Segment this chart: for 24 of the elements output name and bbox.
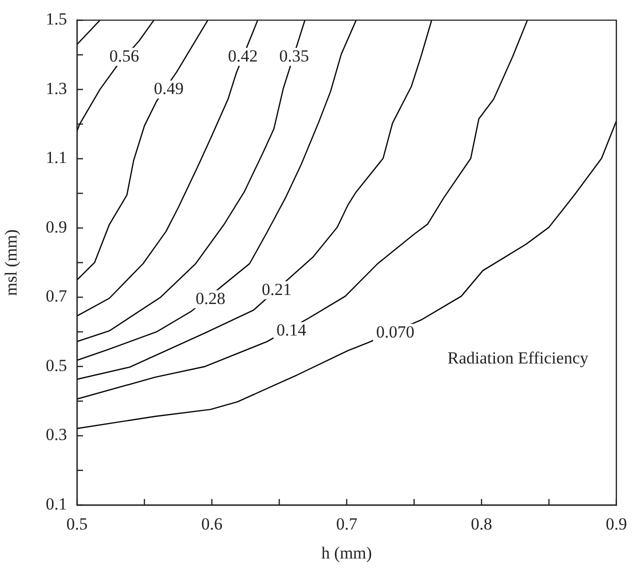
x-tick-label: 0.7 <box>336 514 358 534</box>
annotation: 0.28 <box>196 288 226 308</box>
y-tick-label: 0.5 <box>46 356 67 375</box>
y-tick-label: 1.1 <box>46 148 67 168</box>
x-tick-label: 0.6 <box>201 514 222 534</box>
annotation: 0.49 <box>154 78 184 98</box>
y-axis-title: msl (mm) <box>2 229 21 296</box>
annotation: 0.35 <box>279 46 309 66</box>
annotation: 0.42 <box>228 46 258 66</box>
y-tick-label: 1.3 <box>46 78 67 98</box>
y-tick-label: 0.3 <box>46 425 67 444</box>
annotation: 0.56 <box>109 46 140 66</box>
x-tick-label: 0.8 <box>470 514 492 534</box>
annotation: 0.070 <box>376 322 414 342</box>
x-axis-title: h (mm) <box>321 543 372 562</box>
y-tick-label: 0.7 <box>46 286 68 306</box>
y-tick-label: 1.5 <box>46 10 67 29</box>
y-tick-label: 0.1 <box>46 494 67 514</box>
annotation: Radiation Efficiency <box>448 348 589 368</box>
annotation: 0.21 <box>262 280 292 299</box>
x-tick-label: 0.5 <box>66 514 88 534</box>
y-tick-label: 0.9 <box>46 217 67 236</box>
annotation: 0.14 <box>276 320 307 340</box>
x-tick-label: 0.9 <box>606 514 627 534</box>
